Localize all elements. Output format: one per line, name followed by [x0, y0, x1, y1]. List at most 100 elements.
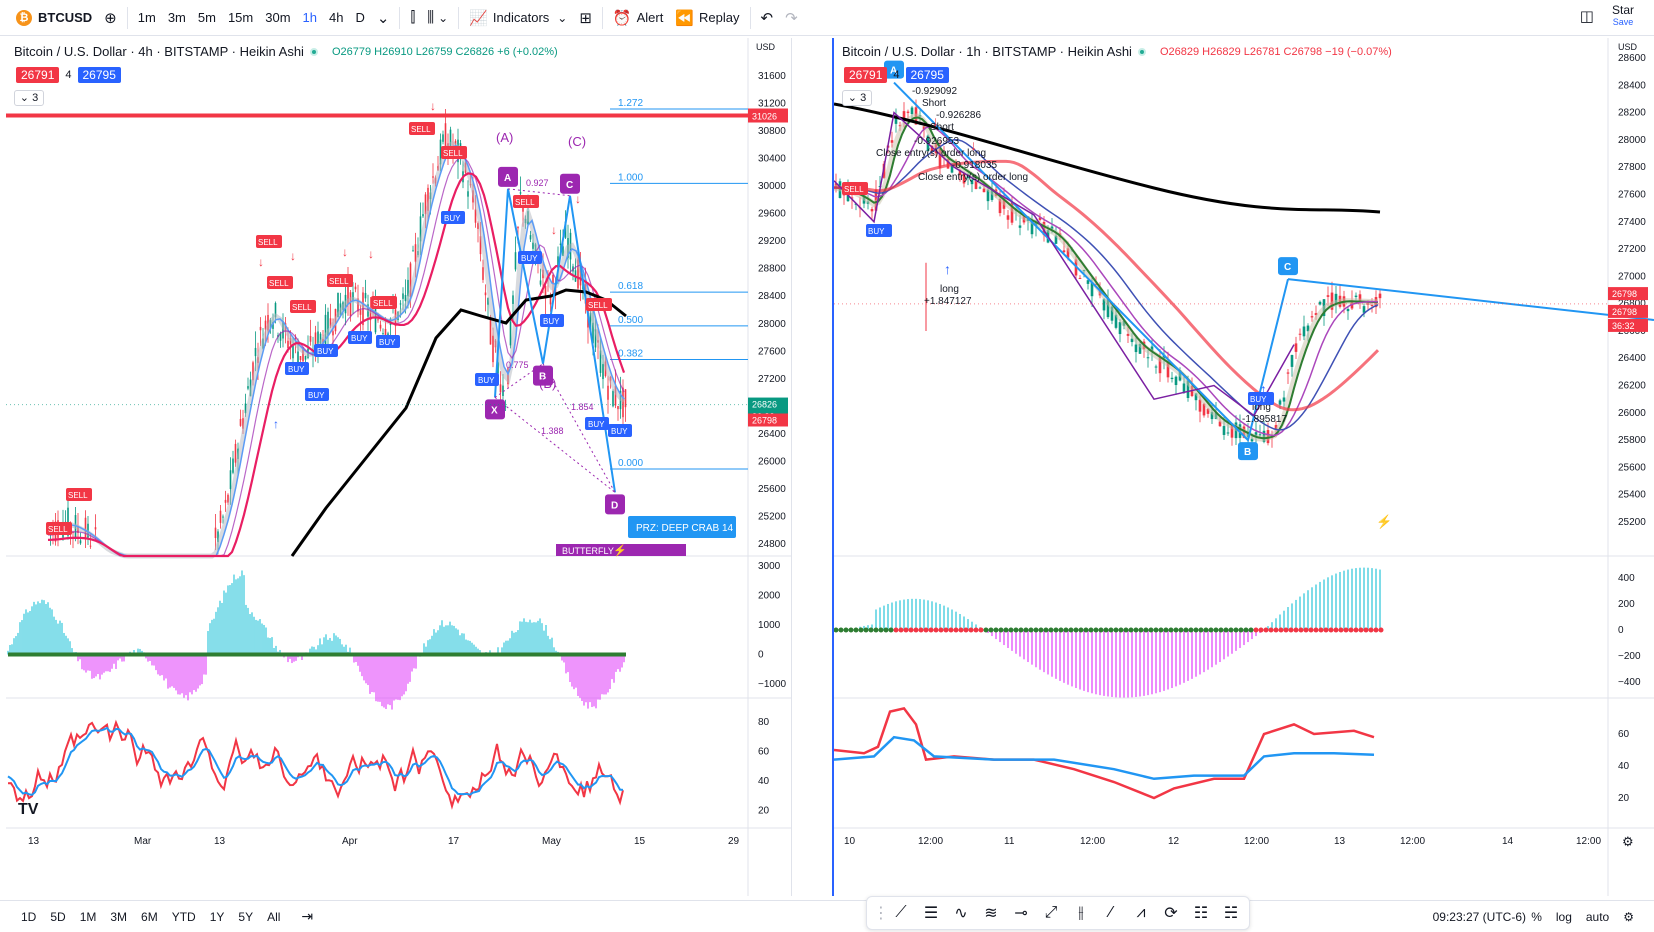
left-bid-ask: 26791 4 26795 — [16, 67, 121, 83]
collapse-indicators-button[interactable]: ⌄ 3 — [842, 90, 872, 106]
signal-arrow-icon: ↓ — [932, 113, 939, 129]
bar-style-button[interactable]: ⫿ — [404, 4, 421, 32]
timeframe-1h[interactable]: 1h — [302, 10, 317, 25]
tag-bg — [748, 397, 788, 411]
strategy-annotation: Short — [930, 122, 954, 133]
line-tool-icon[interactable]: ∕ — [1109, 904, 1113, 921]
range-5y[interactable]: 5Y — [238, 909, 254, 924]
buy-bg — [376, 335, 400, 348]
timeframe-4h[interactable]: 4h — [329, 10, 344, 25]
right-bid-ask: 26791 4 26795 — [844, 67, 949, 83]
zero-dot — [1273, 627, 1279, 633]
timeframe-5m[interactable]: 5m — [197, 10, 216, 25]
collapse-indicators-button[interactable]: ⌄ 3 — [14, 90, 44, 106]
range-all[interactable]: All — [267, 909, 281, 924]
trend-line-icon[interactable]: ⟋ — [895, 904, 907, 921]
candle-body — [1038, 217, 1042, 220]
timeframe-D[interactable]: D — [355, 10, 365, 25]
pattern-point-a: A — [498, 166, 518, 187]
clock[interactable]: 09:23:27 (UTC-6) — [1432, 910, 1526, 924]
candle-body — [474, 209, 477, 223]
timeframe-15m[interactable]: 15m — [227, 10, 254, 25]
candle-body — [910, 107, 914, 115]
horizontal-line-icon[interactable]: ⊸ — [1014, 905, 1028, 922]
buy-bg — [305, 388, 329, 401]
time-tick: Mar — [134, 836, 152, 847]
layout-split-icon[interactable]: ◫ — [1579, 8, 1594, 25]
ohlc-high: H26829 — [1202, 45, 1241, 58]
chart-type-button[interactable]: ⫼ ⌄ — [421, 4, 454, 32]
candle-body — [1298, 333, 1302, 335]
pattern-ratio-line — [494, 397, 616, 493]
candle-body — [299, 356, 302, 360]
timeframe-1m[interactable]: 1m — [137, 10, 156, 25]
buy-signal: BUY — [305, 388, 329, 401]
timeframe-dropdown-button[interactable]: ⌄ — [371, 4, 396, 32]
layouts-button[interactable]: ⊞ — [573, 4, 598, 32]
range-1y[interactable]: 1Y — [209, 909, 225, 924]
bid-price-button[interactable]: 26791 — [16, 67, 60, 83]
candle-body — [1222, 426, 1226, 435]
ohlc-open: O26779 — [331, 45, 372, 58]
ask-price-button[interactable]: 26795 — [905, 67, 949, 83]
ema-slow-line — [47, 172, 626, 558]
left-chart-pane[interactable]: USD 31600 31200 30800 30400 30000 29600 29200 28… — [6, 38, 792, 896]
right-toolbar: ◫ Star Save — [1580, 4, 1634, 28]
range-1d[interactable]: 1D — [21, 909, 37, 924]
ask-price-button[interactable]: 26795 — [77, 67, 121, 83]
range-ytd[interactable]: YTD — [171, 909, 196, 924]
candle-body — [1286, 372, 1290, 374]
zero-dot — [933, 627, 939, 633]
range-6m[interactable]: 6M — [141, 909, 158, 924]
pattern-icon[interactable]: ∿ — [954, 905, 968, 922]
ray-icon[interactable]: ⤢ — [1044, 904, 1058, 921]
fib-retracement-icon[interactable]: ☰ — [923, 905, 939, 922]
fib-channel-icon[interactable]: ≋ — [984, 905, 998, 922]
candle-body — [502, 385, 504, 397]
settings-gear-icon[interactable]: ⚙ — [1623, 910, 1634, 924]
zero-dot — [1228, 627, 1234, 633]
drag-handle-icon[interactable]: ⋮ — [873, 905, 889, 922]
indicators-button[interactable]: 📈 Indicators ⌄ — [463, 4, 573, 32]
goto-date-icon[interactable]: ⇥ — [301, 908, 314, 924]
undo-button[interactable]: ↶ — [755, 4, 780, 32]
rsi-tick: 20 — [758, 805, 770, 816]
timeframe-30m[interactable]: 30m — [265, 10, 291, 25]
price-tick: 28400 — [758, 291, 786, 302]
ohlc-close: C26798 — [1283, 45, 1323, 58]
zero-dot — [928, 627, 934, 633]
left-chart-canvas[interactable]: USD3160031200308003040030000296002920028… — [6, 38, 792, 896]
pattern-ratio-line — [507, 188, 571, 197]
gann-box-icon[interactable]: ☷ — [1193, 905, 1209, 922]
save-button[interactable]: Star Save — [1612, 4, 1634, 28]
signal-arrow-icon: ↓ — [575, 192, 581, 206]
sell-text: SELL — [443, 149, 463, 158]
long-position-icon[interactable]: ☵ — [1223, 905, 1239, 922]
replay-button[interactable]: ⏪ Replay — [669, 4, 745, 32]
candles-icon: ⫿ — [410, 9, 416, 26]
right-chart-pane[interactable]: USD 28600 28400 28200 28000 27800 27600 27400 27… — [832, 38, 1654, 896]
oscillator-histogram — [7, 570, 625, 710]
point-marker — [498, 166, 518, 187]
cycle-icon[interactable]: ⟳ — [1164, 905, 1178, 922]
candle-body — [1226, 432, 1230, 434]
divider — [601, 6, 603, 29]
compare-symbol-button[interactable]: ⊕ — [98, 4, 123, 32]
symbol-search[interactable]: ₿ BTCUSD — [10, 4, 98, 32]
symbol-name: BTCUSD — [38, 10, 93, 25]
alert-button[interactable]: ⏰ Alert — [607, 4, 669, 32]
bid-price-button[interactable]: 26791 — [844, 67, 888, 83]
scale-option-1[interactable]: log — [1555, 910, 1572, 924]
xabcd-pattern-icon[interactable]: ⩘ — [1136, 904, 1146, 921]
candle-body — [946, 159, 950, 169]
right-ohlc: O26829 H26829 L26781 C26798 −19 (−0.07%) — [1160, 46, 1392, 58]
pitchfork-icon[interactable]: ⫲ — [1078, 904, 1084, 921]
range-1m[interactable]: 1M — [79, 909, 97, 924]
scale-option-0[interactable]: % — [1531, 910, 1542, 924]
range-5d[interactable]: 5D — [50, 909, 66, 924]
redo-button[interactable]: ↷ — [779, 4, 804, 32]
timeframe-3m[interactable]: 3m — [167, 10, 186, 25]
scale-option-2[interactable]: auto — [1585, 910, 1610, 924]
range-3m[interactable]: 3M — [110, 909, 128, 924]
